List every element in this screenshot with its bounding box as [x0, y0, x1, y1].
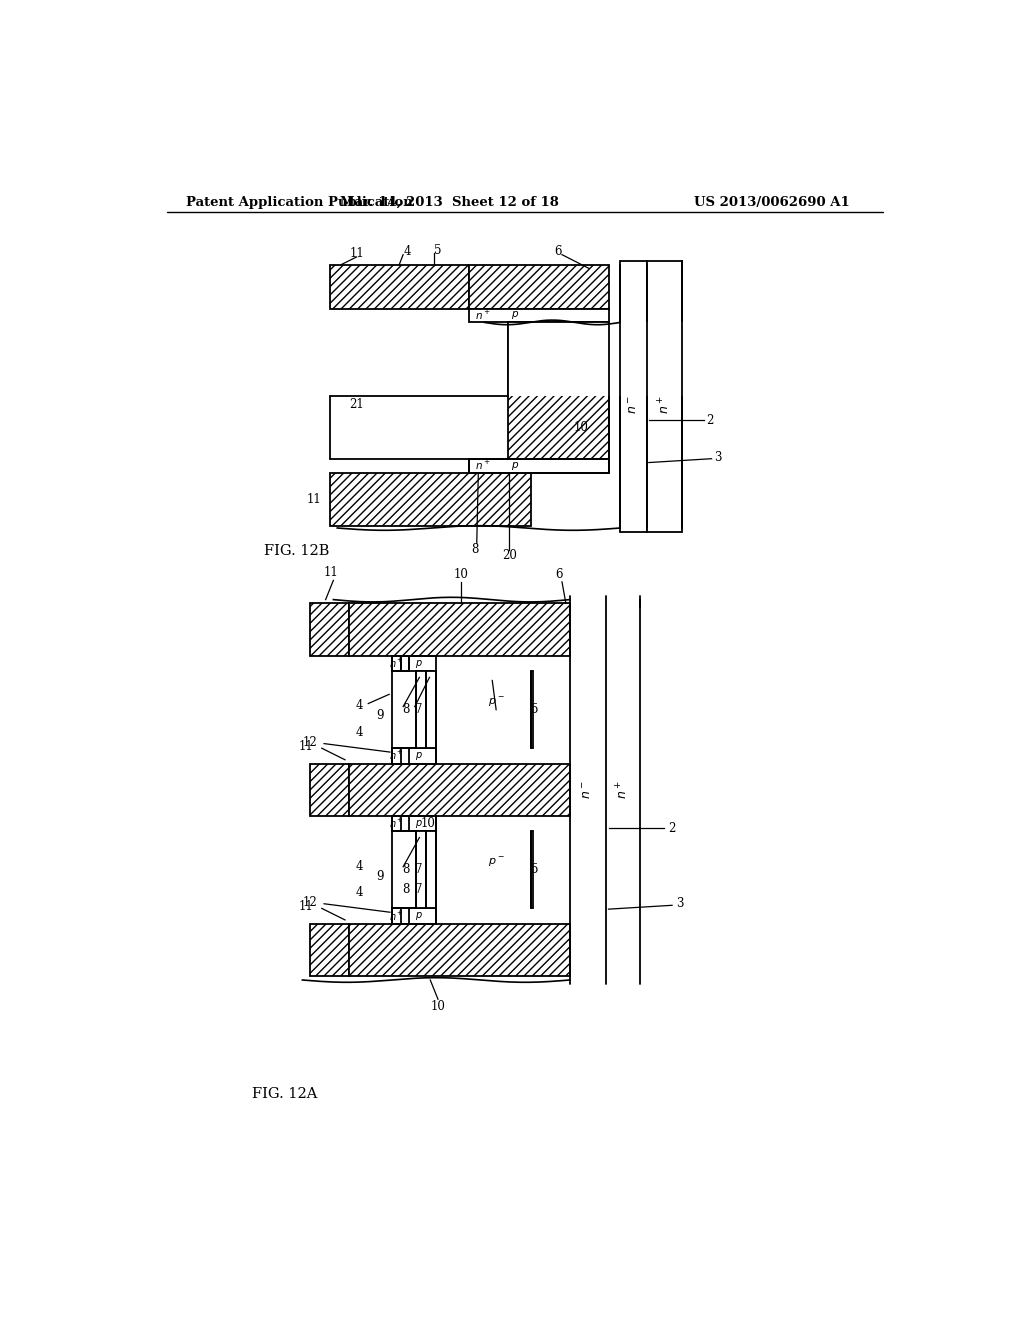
- Text: $n^-$: $n^-$: [582, 780, 595, 799]
- Text: 7: 7: [415, 863, 422, 876]
- Text: 12: 12: [303, 735, 317, 748]
- Text: 8: 8: [401, 704, 410, 717]
- Text: Patent Application Publication: Patent Application Publication: [186, 195, 413, 209]
- Text: 9: 9: [376, 870, 384, 883]
- Bar: [349, 924, 569, 977]
- Text: 8: 8: [401, 863, 410, 876]
- Bar: [391, 908, 436, 924]
- Text: 12: 12: [303, 896, 317, 908]
- Text: FIG. 12A: FIG. 12A: [252, 1086, 317, 1101]
- Text: 2: 2: [669, 822, 676, 834]
- Text: 10: 10: [454, 568, 469, 581]
- Text: $p^-$: $p^-$: [487, 855, 505, 869]
- Text: 7: 7: [415, 704, 422, 717]
- Text: $n^+$: $n^+$: [475, 459, 490, 473]
- Bar: [391, 816, 436, 832]
- Text: $p$: $p$: [415, 657, 423, 669]
- Bar: [469, 264, 608, 309]
- Text: 21: 21: [349, 399, 364, 412]
- Text: 4: 4: [355, 887, 362, 899]
- Text: 11: 11: [299, 900, 313, 913]
- Bar: [349, 763, 569, 816]
- Text: 10: 10: [573, 421, 589, 434]
- Text: $p^-$: $p^-$: [487, 696, 505, 709]
- Bar: [391, 656, 400, 671]
- Bar: [310, 763, 349, 816]
- Bar: [469, 309, 608, 322]
- Text: 9: 9: [376, 709, 384, 722]
- Text: 5: 5: [531, 863, 539, 876]
- Text: 10: 10: [430, 1001, 445, 1014]
- Bar: [531, 832, 532, 908]
- Bar: [310, 603, 349, 656]
- Text: $n^-$: $n^-$: [627, 396, 640, 414]
- Bar: [310, 924, 349, 977]
- Bar: [330, 473, 531, 527]
- Bar: [621, 261, 647, 532]
- Text: 6: 6: [555, 568, 562, 581]
- Text: 5: 5: [531, 704, 539, 717]
- Text: $p$: $p$: [415, 909, 423, 923]
- Text: 5: 5: [434, 243, 441, 256]
- Bar: [508, 322, 608, 459]
- Bar: [426, 832, 436, 908]
- Text: $p$: $p$: [415, 817, 423, 830]
- Text: $n^+$: $n^+$: [389, 817, 403, 830]
- Bar: [330, 264, 469, 309]
- Text: 11: 11: [349, 247, 364, 260]
- Text: $n^+$: $n^+$: [615, 780, 631, 799]
- Text: 11: 11: [299, 741, 313, 754]
- Text: 8: 8: [401, 883, 410, 896]
- Text: 7: 7: [415, 883, 422, 896]
- Text: 3: 3: [714, 450, 722, 463]
- Text: 10: 10: [420, 817, 435, 830]
- Bar: [469, 459, 608, 473]
- Text: $n^+$: $n^+$: [475, 309, 490, 322]
- Text: $n^+$: $n^+$: [657, 396, 673, 414]
- Text: 11: 11: [306, 492, 322, 506]
- Text: 8: 8: [471, 543, 479, 556]
- Bar: [531, 671, 532, 748]
- Text: 4: 4: [403, 246, 411, 259]
- Bar: [400, 656, 410, 671]
- Bar: [391, 748, 436, 763]
- Text: $p$: $p$: [511, 309, 519, 322]
- Text: $n^+$: $n^+$: [389, 750, 403, 763]
- Text: $n^+$: $n^+$: [389, 909, 403, 923]
- Bar: [426, 671, 436, 748]
- Bar: [417, 832, 426, 908]
- Text: 6: 6: [554, 246, 562, 259]
- Bar: [647, 261, 682, 532]
- Text: $p$: $p$: [415, 750, 423, 762]
- Text: $n^+$: $n^+$: [389, 657, 403, 671]
- Text: 11: 11: [324, 566, 338, 579]
- Bar: [349, 603, 569, 656]
- Bar: [508, 322, 693, 396]
- Text: 4: 4: [355, 700, 362, 713]
- Text: 4: 4: [355, 726, 362, 739]
- Text: Mar. 14, 2013  Sheet 12 of 18: Mar. 14, 2013 Sheet 12 of 18: [340, 195, 559, 209]
- Text: 4: 4: [355, 859, 362, 873]
- Text: 2: 2: [707, 413, 714, 426]
- Bar: [417, 671, 426, 748]
- Text: 20: 20: [502, 549, 517, 562]
- Text: FIG. 12B: FIG. 12B: [263, 544, 329, 558]
- Text: US 2013/0062690 A1: US 2013/0062690 A1: [693, 195, 850, 209]
- Text: $p$: $p$: [511, 459, 519, 471]
- Text: 3: 3: [676, 898, 684, 911]
